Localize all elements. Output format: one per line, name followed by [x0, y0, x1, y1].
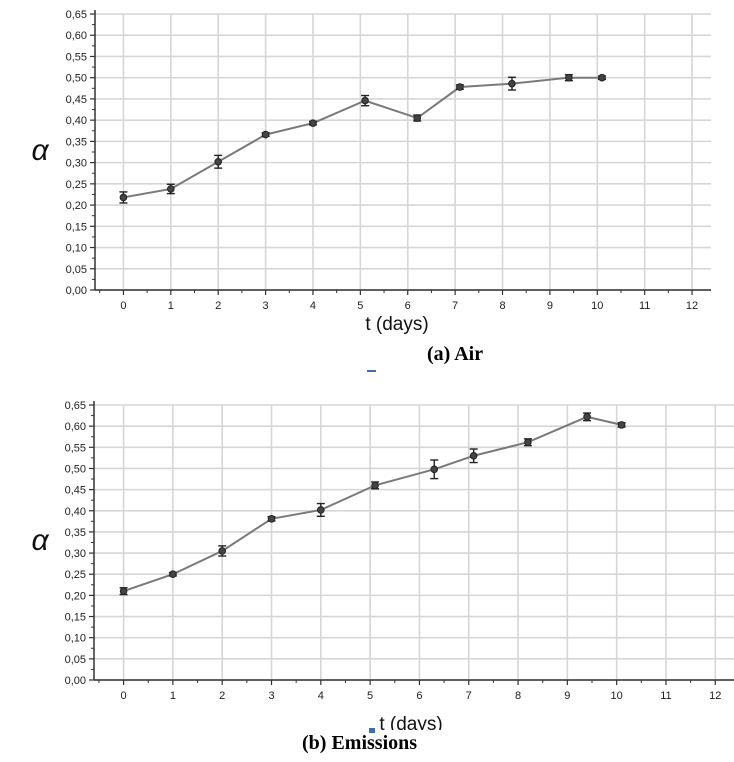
y-tick-label: 0,40: [66, 115, 87, 127]
x-tick-label: 0: [120, 300, 126, 312]
x-tick-label: 7: [466, 690, 472, 702]
x-axis-label: t (days): [379, 714, 442, 730]
data-point: [456, 83, 464, 91]
y-tick-label: 0,45: [66, 94, 87, 106]
y-tick-label: 0,15: [66, 221, 87, 233]
data-point: [309, 119, 317, 127]
y-tick-label: 0,10: [66, 243, 87, 255]
x-tick-label: 5: [367, 690, 373, 702]
y-tick-label: 0,00: [65, 675, 86, 687]
y-tick-label: 0,65: [66, 9, 87, 21]
x-tick-label: 4: [310, 300, 316, 312]
series-line: [123, 415, 622, 593]
y-tick-label: 0,20: [65, 590, 86, 602]
x-tick-label: 8: [515, 690, 521, 702]
y-axis-label: α: [31, 524, 49, 557]
x-tick-label: 3: [263, 300, 269, 312]
y-tick-label: 0,60: [66, 30, 87, 42]
y-tick-label: 0,35: [65, 527, 86, 539]
x-tick-label: 11: [660, 690, 671, 702]
data-point: [317, 506, 325, 514]
x-tick-label: 11: [639, 300, 650, 312]
y-tick-label: 0,65: [65, 400, 86, 412]
y-tick-label: 0,45: [65, 485, 86, 497]
data-point: [371, 481, 379, 490]
x-tick-label: 9: [547, 300, 553, 312]
x-tick-label: 6: [416, 690, 422, 702]
y-tick-label: 0,35: [66, 136, 87, 148]
x-tick-label: 1: [168, 300, 174, 312]
data-point: [617, 421, 626, 429]
x-tick-label: 8: [499, 300, 505, 312]
y-tick-label: 0,40: [65, 506, 86, 518]
x-tick-label: 12: [686, 300, 698, 312]
y-tick-label: 0,00: [66, 285, 87, 297]
data-point: [167, 185, 175, 193]
data-point: [169, 570, 177, 579]
data-point: [267, 515, 276, 523]
decorative-mark: [367, 370, 376, 372]
x-tick-label: 2: [215, 300, 221, 312]
x-tick-label: 1: [170, 690, 176, 702]
data-point: [218, 547, 226, 555]
y-tick-label: 0,60: [65, 421, 86, 433]
data-point: [214, 157, 222, 166]
decorative-mark: [369, 728, 375, 733]
data-point: [413, 114, 422, 122]
y-tick-label: 0,30: [66, 158, 87, 170]
data-point: [583, 413, 591, 421]
x-axis-label: t (days): [365, 314, 428, 335]
y-tick-label: 0,25: [65, 569, 86, 581]
data-point: [119, 193, 128, 202]
data-point: [469, 451, 478, 460]
x-tick-label: 0: [121, 690, 127, 702]
x-tick-label: 5: [357, 300, 363, 312]
x-tick-label: 10: [591, 300, 603, 312]
x-tick-label: 10: [611, 690, 623, 702]
y-tick-label: 0,55: [66, 51, 87, 63]
data-point: [508, 79, 516, 88]
data-point: [261, 130, 270, 139]
data-point: [524, 438, 532, 447]
data-point: [430, 465, 439, 474]
y-tick-label: 0,20: [66, 200, 87, 212]
y-axis-label: α: [31, 134, 49, 167]
data-point: [598, 73, 606, 82]
data-point: [119, 587, 128, 595]
data-point: [565, 73, 573, 82]
x-tick-label: 3: [268, 690, 274, 702]
data-point: [361, 96, 369, 105]
y-tick-label: 0,50: [65, 463, 86, 475]
y-tick-label: 0,55: [65, 442, 86, 454]
chart-air-caption: (a) Air: [427, 343, 484, 365]
y-tick-label: 0,10: [65, 633, 86, 645]
y-tick-label: 0,50: [66, 73, 87, 85]
x-tick-label: 2: [219, 690, 225, 702]
x-tick-label: 4: [318, 690, 324, 702]
chart-air: 0,00 0,05 0,10 0,15 0,20 0,25 0,30 0,35 0,40 0,45…: [31, 9, 711, 335]
chart-emissions: 0,00 0,05 0,10 0,15 0,20 0,25 0,30 0,35 0,40 0,45…: [31, 400, 734, 730]
y-tick-label: 0,30: [65, 548, 86, 560]
x-tick-label: 9: [564, 690, 570, 702]
y-tick-label: 0,15: [65, 612, 86, 624]
x-tick-label: 12: [709, 690, 721, 702]
y-tick-label: 0,05: [65, 654, 86, 666]
y-tick-label: 0,25: [66, 179, 87, 191]
x-tick-label: 7: [452, 300, 458, 312]
x-tick-label: 6: [405, 300, 411, 312]
chart-emissions-caption: (b) Emissions: [302, 732, 418, 754]
y-tick-label: 0,05: [66, 264, 87, 276]
